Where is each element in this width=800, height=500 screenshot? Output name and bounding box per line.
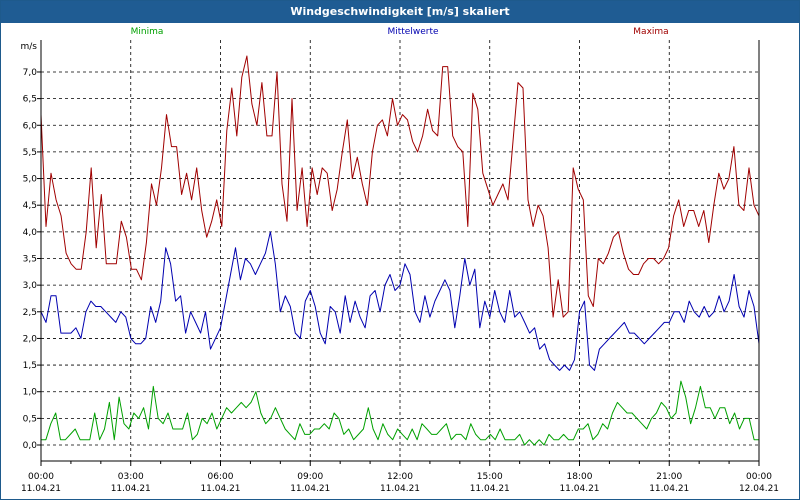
grid	[41, 40, 759, 461]
x-tick-time: 21:00	[656, 472, 682, 482]
y-tick-label: 4,5	[23, 201, 37, 211]
y-tick-label: 5,5	[23, 148, 37, 158]
x-tick-time: 09:00	[297, 472, 323, 482]
x-tick-time: 03:00	[118, 472, 144, 482]
legend-minima: Minima	[131, 27, 164, 37]
y-tick-label: 6,0	[23, 121, 38, 131]
x-tick-time: 00:00	[28, 472, 54, 482]
y-tick-label: 2,5	[23, 308, 37, 318]
y-tick-label: 6,5	[23, 95, 37, 105]
y-tick-label: 0,5	[23, 414, 37, 424]
x-tick-date: 11.04.21	[21, 484, 61, 494]
wind-speed-chart: 0,0 0,5 1,0 1,5 2,0 2,5 3,0 3,5 4,0 4,5 5,0 5,5 6,0 6…	[21, 27, 780, 494]
axes	[37, 40, 760, 466]
x-tick-date: 11.04.21	[380, 484, 420, 494]
legend-mittelwerte: Mittelwerte	[387, 27, 438, 37]
series-layer	[40, 55, 760, 446]
x-tick-time: 18:00	[567, 472, 593, 482]
y-tick-label: 3,5	[23, 254, 37, 264]
x-tick-date: 11.04.21	[470, 484, 510, 494]
y-tick-label: 3,0	[23, 281, 38, 291]
y-tick-label: 5,0	[23, 175, 38, 185]
y-tick-label: 4,0	[23, 228, 38, 238]
y-tick-label: 7,0	[23, 68, 38, 78]
x-tick-date: 11.04.21	[559, 484, 599, 494]
labels: 0,0 0,5 1,0 1,5 2,0 2,5 3,0 3,5 4,0 4,5 5,0 5,5 6,0 6…	[21, 27, 780, 494]
x-tick-date: 11.04.21	[111, 484, 151, 494]
series-line-maxima	[40, 55, 760, 318]
series-line-mittelwerte	[40, 231, 760, 371]
x-tick-time: 00:00	[746, 472, 772, 482]
x-tick-time: 12:00	[387, 472, 413, 482]
x-tick-date: 11.04.21	[200, 484, 240, 494]
y-tick-label: 2,0	[23, 334, 38, 344]
x-tick-time: 06:00	[208, 472, 234, 482]
x-tick-time: 15:00	[477, 472, 503, 482]
series-line-minima	[41, 380, 759, 446]
y-unit-label: m/s	[21, 42, 38, 52]
x-tick-date: 11.04.21	[290, 484, 330, 494]
x-tick-date: 12.04.21	[739, 484, 779, 494]
x-tick-date: 11.04.21	[649, 484, 689, 494]
y-tick-label: 1,5	[23, 361, 37, 371]
legend-maxima: Maxima	[633, 27, 668, 37]
window-title: Windgeschwindigkeit [m/s] skaliert	[1, 1, 799, 23]
y-tick-label: 0,0	[23, 441, 38, 451]
y-tick-label: 1,0	[23, 388, 38, 398]
